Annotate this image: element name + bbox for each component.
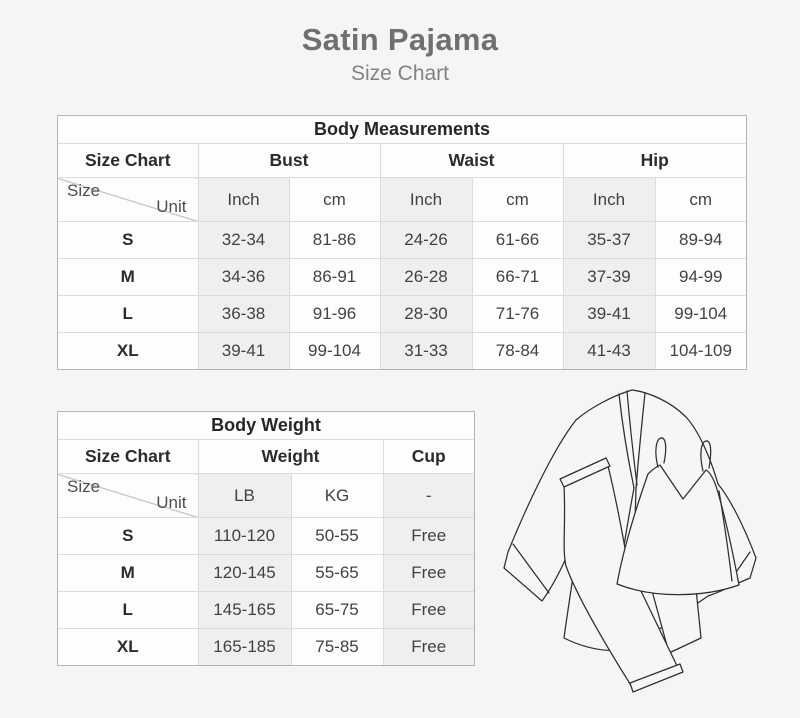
- size-chart-header: Size Chart: [58, 439, 199, 474]
- unit-row: Size Unit Inch cm Inch cm Inch cm: [58, 177, 746, 222]
- table-cell: 41-43: [563, 332, 656, 369]
- table-cell: 50-55: [291, 517, 384, 555]
- table-cell: 104-109: [655, 332, 746, 369]
- column-header-cup: Cup: [383, 439, 474, 474]
- pajama-camisole: [616, 437, 740, 596]
- unit-cell: Inch: [563, 177, 656, 222]
- table-cell: 78-84: [472, 332, 564, 369]
- table-cell: 32-34: [198, 221, 290, 259]
- table-row-l: L 145-165 65-75 Free: [58, 591, 474, 629]
- table-row-s: S 110-120 50-55 Free: [58, 517, 474, 555]
- diagonal-col-label: Unit: [156, 493, 187, 512]
- table-cell: 99-104: [289, 332, 381, 369]
- table-cell: 66-71: [472, 258, 564, 296]
- column-header-waist: Waist: [380, 143, 564, 178]
- table-cell: 34-36: [198, 258, 290, 296]
- table-cell: 71-76: [472, 295, 564, 333]
- table-cell: 145-165: [198, 591, 292, 629]
- column-group-row: Size Chart Bust Waist Hip: [58, 143, 746, 178]
- size-label: M: [58, 554, 199, 592]
- pajama-set-illustration: [480, 386, 800, 718]
- column-header-bust: Bust: [198, 143, 381, 178]
- table-row-xl: XL 165-185 75-85 Free: [58, 628, 474, 665]
- page-subtitle: Size Chart: [350, 62, 450, 85]
- table-row-xl: XL 39-41 99-104 31-33 78-84 41-43 104-10…: [58, 332, 746, 369]
- table-cell: 120-145: [198, 554, 292, 592]
- table-cell: Free: [383, 554, 474, 592]
- size-label: XL: [58, 628, 199, 665]
- table-cell: 94-99: [655, 258, 746, 296]
- table-cell: 89-94: [655, 221, 746, 259]
- table-cell: 39-41: [563, 295, 656, 333]
- unit-row: Size Unit LB KG -: [58, 473, 474, 518]
- size-label: S: [58, 517, 199, 555]
- table-cell: 55-65: [291, 554, 384, 592]
- table-row-m: M 120-145 55-65 Free: [58, 554, 474, 592]
- size-chart-header: Size Chart: [58, 143, 199, 178]
- size-label: S: [58, 221, 199, 259]
- unit-cell: -: [383, 473, 474, 518]
- size-label: XL: [58, 332, 199, 369]
- page-title: Satin Pajama: [301, 22, 499, 57]
- table-cell: Free: [383, 628, 474, 665]
- table-row-m: M 34-36 86-91 26-28 66-71 37-39 94-99: [58, 258, 746, 296]
- camisole-strap-right: [700, 440, 712, 472]
- unit-cell: cm: [289, 177, 381, 222]
- diagonal-col-label: Unit: [156, 197, 187, 216]
- diagonal-row-label: Size: [67, 477, 101, 496]
- unit-cell: Inch: [380, 177, 473, 222]
- table-cell: 35-37: [563, 221, 656, 259]
- column-group-row: Size Chart Weight Cup: [58, 439, 474, 474]
- body-weight-table: Body Weight Size Chart Weight Cup Size U…: [57, 411, 475, 666]
- table-cell: 26-28: [380, 258, 473, 296]
- table-cell: 81-86: [289, 221, 381, 259]
- unit-cell: KG: [291, 473, 384, 518]
- table-title: Body Weight: [58, 412, 474, 440]
- table-cell: 37-39: [563, 258, 656, 296]
- column-header-hip: Hip: [563, 143, 746, 178]
- table-cell: 86-91: [289, 258, 381, 296]
- column-header-weight: Weight: [198, 439, 384, 474]
- unit-cell: LB: [198, 473, 292, 518]
- pajama-illustration-svg: [503, 389, 757, 693]
- table-cell: 61-66: [472, 221, 564, 259]
- table-cell: 165-185: [198, 628, 292, 665]
- size-label: L: [58, 295, 199, 333]
- unit-cell: cm: [655, 177, 746, 222]
- table-cell: 99-104: [655, 295, 746, 333]
- table-title-row: Body Weight: [58, 412, 474, 440]
- table-row-s: S 32-34 81-86 24-26 61-66 35-37 89-94: [58, 221, 746, 259]
- table-title-row: Body Measurements: [58, 116, 746, 144]
- table-cell: Free: [383, 517, 474, 555]
- table-cell: 91-96: [289, 295, 381, 333]
- table-cell: 65-75: [291, 591, 384, 629]
- diagonal-row-label: Size: [67, 181, 101, 200]
- table-row-l: L 36-38 91-96 28-30 71-76 39-41 99-104: [58, 295, 746, 333]
- size-label: M: [58, 258, 199, 296]
- table-cell: 24-26: [380, 221, 473, 259]
- table-cell: 110-120: [198, 517, 292, 555]
- table-cell: Free: [383, 591, 474, 629]
- size-label: L: [58, 591, 199, 629]
- size-unit-diagonal-cell: Size Unit: [58, 177, 199, 222]
- camisole-strap-left: [655, 437, 667, 468]
- table-cell: 75-85: [291, 628, 384, 665]
- size-unit-diagonal-cell: Size Unit: [58, 473, 199, 518]
- body-measurements-table: Body Measurements Size Chart Bust Waist …: [57, 115, 747, 370]
- unit-cell: cm: [472, 177, 564, 222]
- table-cell: 36-38: [198, 295, 290, 333]
- unit-cell: Inch: [198, 177, 290, 222]
- table-cell: 31-33: [380, 332, 473, 369]
- table-cell: 28-30: [380, 295, 473, 333]
- table-cell: 39-41: [198, 332, 290, 369]
- table-title: Body Measurements: [58, 116, 746, 144]
